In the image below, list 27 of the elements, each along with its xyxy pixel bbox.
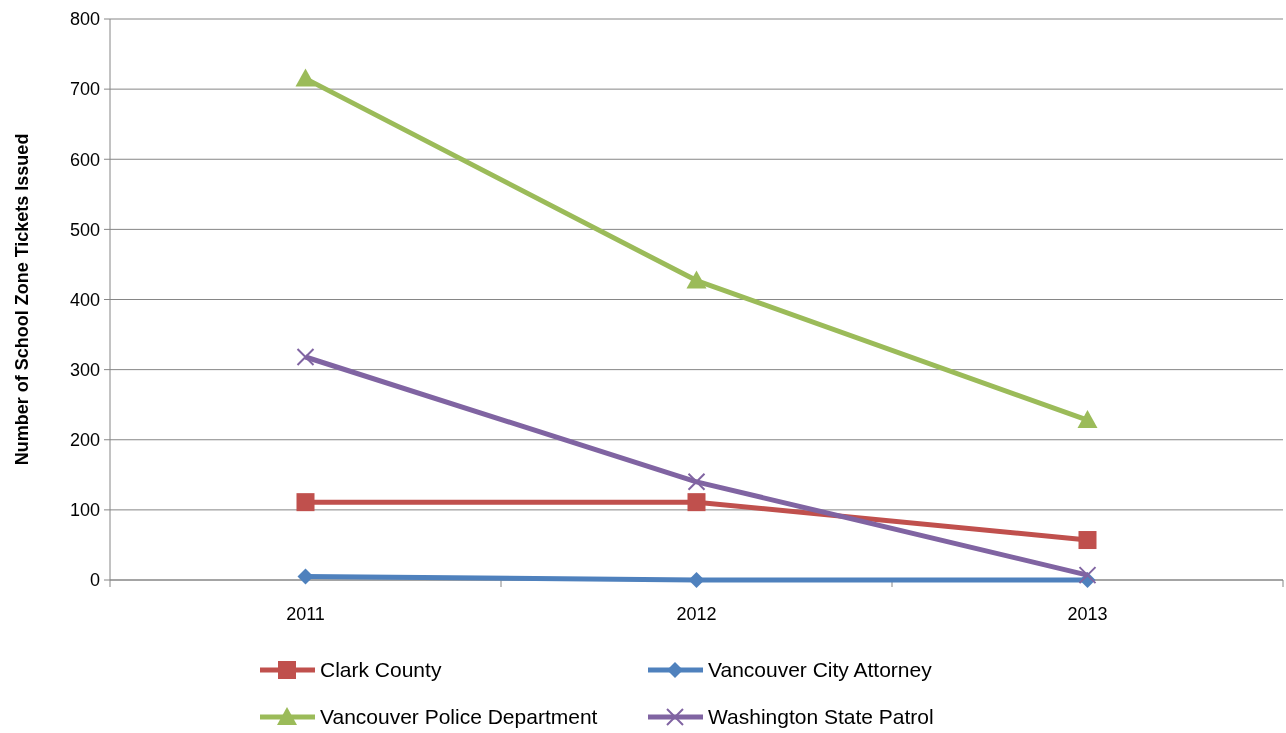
legend-label: Vancouver City Attorney bbox=[708, 658, 933, 682]
x-tick-label: 2013 bbox=[1067, 604, 1108, 624]
point bbox=[1078, 531, 1097, 550]
y-tick-label: 200 bbox=[69, 430, 100, 451]
point bbox=[296, 348, 315, 366]
y-axis-title: Number of School Zone Tickets Issued bbox=[12, 133, 32, 466]
point bbox=[688, 572, 705, 588]
x-tick-label: 2012 bbox=[676, 604, 717, 624]
y-tick-label: 400 bbox=[69, 289, 100, 310]
y-tick-label: 500 bbox=[69, 219, 100, 240]
point bbox=[296, 493, 315, 512]
point bbox=[1078, 566, 1097, 585]
point bbox=[686, 270, 707, 289]
point bbox=[687, 472, 706, 491]
y-tick-label: 0 bbox=[89, 570, 100, 591]
x-tick-label: 2011 bbox=[286, 604, 325, 624]
point bbox=[687, 493, 706, 512]
y-tick-label: 700 bbox=[69, 79, 100, 100]
legend-label: Vancouver Police Department bbox=[320, 705, 598, 729]
y-tick-label: 800 bbox=[69, 9, 100, 30]
point bbox=[1077, 410, 1098, 429]
legend-label: Washington State Patrol bbox=[708, 705, 934, 729]
legend-label: Clark County bbox=[320, 658, 442, 682]
point bbox=[295, 68, 316, 87]
y-tick-label: 300 bbox=[69, 359, 100, 380]
y-tick-label: 600 bbox=[69, 149, 100, 170]
y-tick-label: 100 bbox=[69, 500, 100, 521]
